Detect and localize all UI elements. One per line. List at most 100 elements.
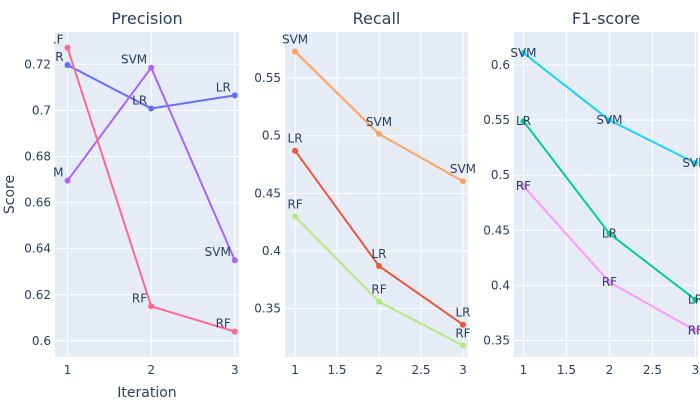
data-label: SVM (450, 162, 476, 176)
y-tick-label: 0.5 (262, 129, 281, 143)
series-group (64, 44, 238, 335)
data-label: SVM (205, 245, 231, 259)
data-point (148, 105, 155, 112)
data-label: RF (602, 275, 617, 289)
x-tick-label: 2 (606, 363, 614, 377)
data-label: LR (602, 227, 617, 241)
y-tick-label: 0.35 (254, 302, 281, 316)
data-label: M (53, 166, 63, 180)
data-label: SVM (510, 46, 536, 60)
data-label: R (55, 50, 63, 64)
data-label: LR (288, 132, 303, 146)
y-tick-label: 0.35 (483, 333, 510, 347)
data-label: SVM (596, 113, 622, 127)
data-label: LR (688, 293, 700, 307)
y-tick-label: 0.7 (32, 103, 51, 117)
data-label: .F (53, 33, 64, 47)
data-point (606, 230, 613, 237)
x-tick-label: 2.5 (643, 363, 662, 377)
subplot-3: 11.522.530.350.40.450.50.550.6SVMSVMSVML… (483, 9, 700, 377)
y-tick-label: 0.4 (491, 278, 510, 292)
data-point (376, 298, 383, 305)
data-point (692, 296, 698, 303)
subplot-1: 1 2 3 0.6 0.62 0.64 0.66 0.68 0.7 0.72 R LR LR M SVM SV… (2, 9, 239, 400)
data-point (231, 257, 238, 264)
data-label: LR (216, 80, 231, 94)
data-label: SVM (121, 53, 147, 67)
x-axis-title: Iteration (117, 385, 176, 400)
y-tick-label: 0.66 (24, 196, 51, 210)
y-tick-label: 0.55 (254, 71, 281, 85)
y-tick-label: 0.45 (483, 223, 510, 237)
data-point (292, 147, 299, 154)
data-label: RF (455, 326, 470, 340)
x-tick-label: 3 (459, 363, 467, 377)
y-tick-label: 0.4 (262, 244, 281, 258)
data-point (692, 327, 698, 334)
data-point (148, 303, 155, 310)
data-point (692, 160, 698, 167)
data-label: RF (688, 324, 700, 338)
data-label: RF (287, 197, 302, 211)
y-axis-title: Score (2, 175, 18, 214)
data-label: SVM (282, 33, 308, 47)
data-point (520, 183, 527, 190)
y-tick-label: 0.72 (24, 57, 51, 71)
x-tick-label: 1 (520, 363, 528, 377)
x-tick-label: 1.5 (557, 363, 576, 377)
y-tick-label: 0.64 (24, 242, 51, 256)
data-point (292, 48, 299, 55)
y-tick-label: 0.62 (24, 288, 51, 302)
data-label: RF (216, 317, 231, 331)
data-point (606, 117, 613, 124)
data-point (231, 328, 238, 335)
data-point (520, 118, 527, 125)
data-point (520, 49, 527, 56)
data-point (459, 321, 466, 328)
y-tick-label: 0.68 (24, 149, 51, 163)
x-tick-label: 1 (64, 363, 72, 377)
data-point (148, 64, 155, 71)
x-tick-label: 2 (147, 363, 155, 377)
data-label: LR (516, 114, 531, 128)
x-tick-label: 3 (231, 363, 239, 377)
data-point (606, 279, 613, 286)
chart-title: Recall (353, 9, 401, 28)
y-tick-label: 0.6 (491, 58, 510, 72)
series-group (520, 49, 698, 334)
data-point (459, 178, 466, 185)
data-point (376, 130, 383, 137)
data-label: RF (516, 179, 531, 193)
data-label: LR (372, 247, 387, 261)
y-tick-label: 0.5 (491, 168, 510, 182)
chart-title: F1-score (572, 9, 640, 28)
chart-title: Precision (111, 9, 182, 28)
data-label: SVM (366, 115, 392, 129)
series-group (292, 48, 466, 349)
data-point (292, 213, 299, 220)
subplot-2: 1 1.5 2 2.5 3 0.35 0.4 0.45 0.5 0.55 SVM SVM SVM LR LR… (254, 9, 476, 377)
data-label: RF (371, 283, 386, 297)
x-tick-label: 2 (375, 363, 383, 377)
data-point (376, 262, 383, 269)
data-point (231, 92, 238, 99)
y-tick-label: 0.55 (483, 113, 510, 127)
y-tick-label: 0.6 (32, 334, 51, 348)
data-label: LR (132, 94, 147, 108)
data-point (64, 44, 71, 51)
data-label: RF (132, 291, 147, 305)
data-point (64, 177, 71, 184)
x-tick-label: 3 (692, 363, 700, 377)
data-point (459, 342, 466, 349)
x-tick-label: 1 (291, 363, 299, 377)
data-label: LR (455, 306, 470, 320)
x-tick-label: 1.5 (327, 363, 346, 377)
data-point (64, 61, 71, 68)
y-tick-label: 0.45 (254, 186, 281, 200)
x-tick-label: 2.5 (411, 363, 430, 377)
data-label: SVM (682, 156, 700, 170)
plot-area (514, 32, 698, 357)
plot-area (55, 32, 239, 357)
